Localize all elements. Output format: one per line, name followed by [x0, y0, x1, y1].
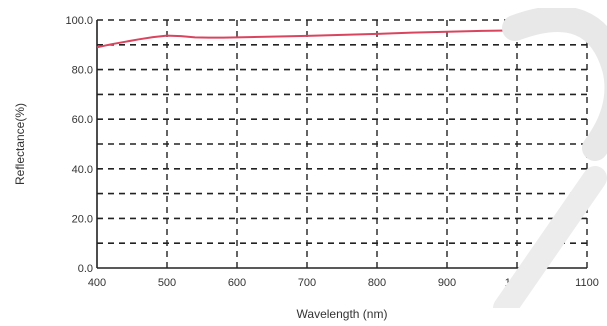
y-tick-label: 20.0 [72, 213, 93, 225]
series-line-1 [96, 29, 588, 49]
x-tick-label: 500 [158, 277, 176, 289]
x-tick-label: 1100 [575, 277, 599, 289]
series-layer [96, 29, 588, 49]
x-tick-label: 400 [88, 277, 106, 289]
y-tick-label: 60.0 [72, 114, 93, 126]
x-tick-label: 800 [368, 277, 386, 289]
y-tick-label: 100.0 [65, 15, 93, 27]
x-axis-title: Wavelength (nm) [297, 307, 388, 321]
x-tick-labels: 400 500 600 700 800 900 1000 1100 [88, 277, 599, 289]
y-axis-title: Reflectance(%) [13, 103, 27, 185]
y-tick-labels: 0.0 20.0 40.0 60.0 80.0 100.0 [65, 15, 93, 275]
x-tick-label: 700 [298, 277, 316, 289]
x-tick-label: 900 [438, 277, 456, 289]
y-tick-label: 0.0 [78, 263, 93, 275]
x-tick-label: 600 [228, 277, 246, 289]
y-tick-label: 80.0 [72, 65, 93, 77]
y-tick-label: 40.0 [72, 164, 93, 176]
x-tick-label: 1000 [505, 277, 529, 289]
